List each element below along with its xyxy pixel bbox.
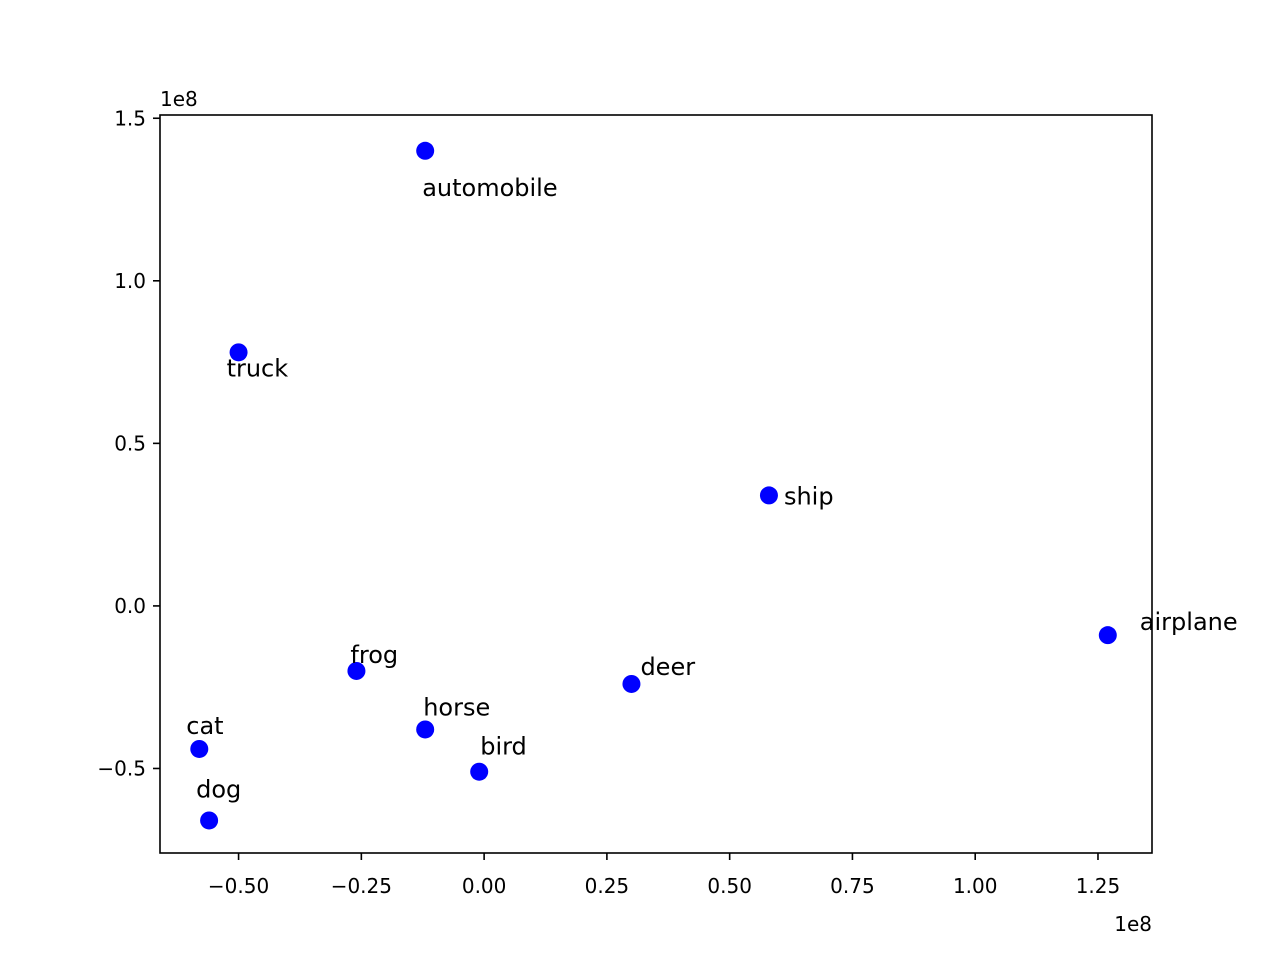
- data-point-airplane: [1098, 626, 1117, 645]
- x-tick-label: −0.25: [331, 874, 392, 898]
- y-tick-label: −0.5: [97, 756, 146, 780]
- point-label-bird: bird: [480, 733, 527, 761]
- data-point-cat: [190, 739, 209, 758]
- data-point-deer: [622, 674, 641, 693]
- point-label-automobile: automobile: [422, 174, 557, 202]
- x-tick-label: 1.25: [1076, 874, 1121, 898]
- point-label-horse: horse: [423, 693, 490, 721]
- x-tick-label: 0.25: [585, 874, 630, 898]
- data-point-bird: [470, 762, 489, 781]
- point-label-ship: ship: [784, 482, 834, 510]
- plot-frame: [159, 114, 1153, 854]
- point-label-airplane: airplane: [1140, 608, 1238, 636]
- x-tick-label: 0.75: [830, 874, 875, 898]
- data-point-truck: [229, 343, 248, 362]
- y-tick-label: 0.5: [114, 431, 146, 455]
- x-tick-label: −0.50: [208, 874, 269, 898]
- y-axis-offset-label: 1e8: [160, 87, 198, 111]
- point-labels-layer: airplane automobile bird cat deer dog frog hors…: [186, 174, 1237, 804]
- point-label-frog: frog: [350, 641, 398, 669]
- x-tick-label: 1.00: [953, 874, 998, 898]
- ticks-layer: −0.50 −0.25 0.00 0.25 0.50 0.75 1.00 1.25 −0.5 0.…: [97, 106, 1120, 898]
- x-axis-offset-label: 1e8: [1114, 912, 1152, 936]
- y-tick-label: 1.5: [114, 106, 146, 130]
- point-label-dog: dog: [196, 775, 241, 803]
- point-label-deer: deer: [640, 653, 695, 681]
- data-point-ship: [759, 486, 778, 505]
- point-label-cat: cat: [186, 712, 223, 740]
- y-tick-label: 1.0: [114, 269, 146, 293]
- point-label-truck: truck: [227, 354, 289, 382]
- data-point-horse: [416, 720, 435, 739]
- data-point-dog: [200, 811, 219, 830]
- x-tick-label: 0.50: [707, 874, 752, 898]
- data-point-automobile: [416, 141, 435, 160]
- y-tick-label: 0.0: [114, 594, 146, 618]
- points-layer: [190, 141, 1117, 830]
- data-point-frog: [347, 661, 366, 680]
- x-tick-label: 0.00: [462, 874, 507, 898]
